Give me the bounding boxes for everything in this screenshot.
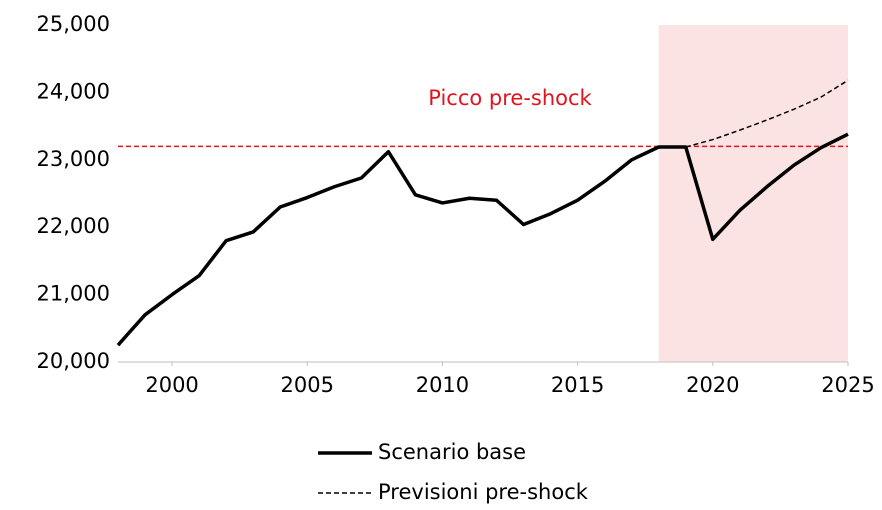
y-tick-label: 22,000: [37, 214, 110, 238]
y-tick-label: 25,000: [37, 12, 110, 36]
x-tick-label: 2015: [551, 373, 604, 397]
x-tick-label: 2010: [416, 373, 469, 397]
legend-label: Previsioni pre-shock: [378, 480, 589, 504]
series-line: [116, 132, 849, 347]
legend-label: Scenario base: [378, 440, 526, 464]
reference-label: Picco pre-shock: [428, 86, 592, 110]
x-tick-label: 2000: [145, 373, 198, 397]
y-tick-label: 20,000: [37, 349, 110, 373]
x-tick-label: 2025: [821, 373, 874, 397]
y-tick-label: 23,000: [37, 147, 110, 171]
shaded-region: [658, 25, 848, 362]
y-tick-label: 21,000: [37, 282, 110, 306]
series-line: [685, 79, 849, 148]
y-tick-label: 24,000: [37, 79, 110, 103]
x-tick-label: 2005: [281, 373, 334, 397]
x-tick-label: 2020: [686, 373, 739, 397]
